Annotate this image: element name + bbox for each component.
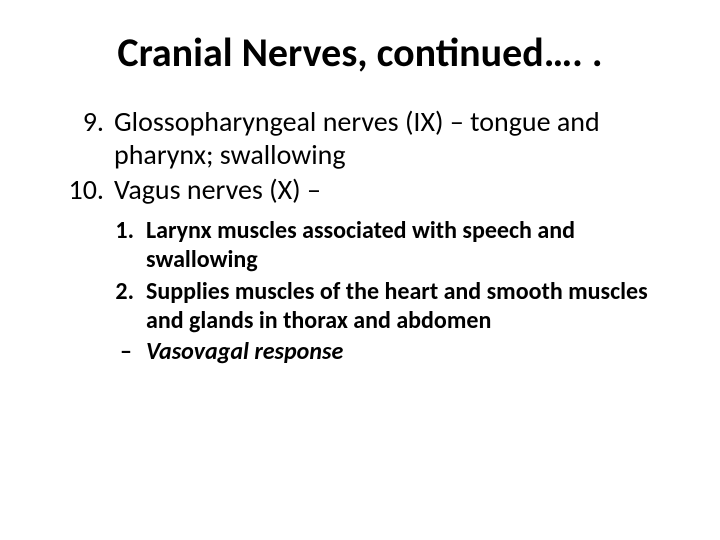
list-item: 9. Glossopharyngeal nerves (IX) – tongue… bbox=[68, 105, 680, 171]
list-text: Vagus nerves (X) – bbox=[114, 173, 680, 206]
list-text: Vasovagal response bbox=[146, 337, 680, 366]
list-text: Glossopharyngeal nerves (IX) – tongue an… bbox=[114, 105, 680, 171]
list-dash: – bbox=[110, 337, 146, 366]
slide-title: Cranial Nerves, continued…. . bbox=[40, 28, 680, 77]
list-number: 9. bbox=[68, 105, 114, 171]
list-number: 1. bbox=[110, 216, 146, 275]
sub-list: 1. Larynx muscles associated with speech… bbox=[40, 216, 680, 366]
main-list: 9. Glossopharyngeal nerves (IX) – tongue… bbox=[40, 105, 680, 206]
list-text: Supplies muscles of the heart and smooth… bbox=[146, 277, 680, 336]
slide: Cranial Nerves, continued…. . 9. Glossop… bbox=[0, 0, 720, 540]
list-item: 10. Vagus nerves (X) – bbox=[68, 173, 680, 206]
list-number: 10. bbox=[68, 173, 114, 206]
list-item: 2. Supplies muscles of the heart and smo… bbox=[110, 277, 680, 336]
list-item: – Vasovagal response bbox=[110, 337, 680, 366]
list-text: Larynx muscles associated with speech an… bbox=[146, 216, 680, 275]
list-item: 1. Larynx muscles associated with speech… bbox=[110, 216, 680, 275]
list-number: 2. bbox=[110, 277, 146, 336]
